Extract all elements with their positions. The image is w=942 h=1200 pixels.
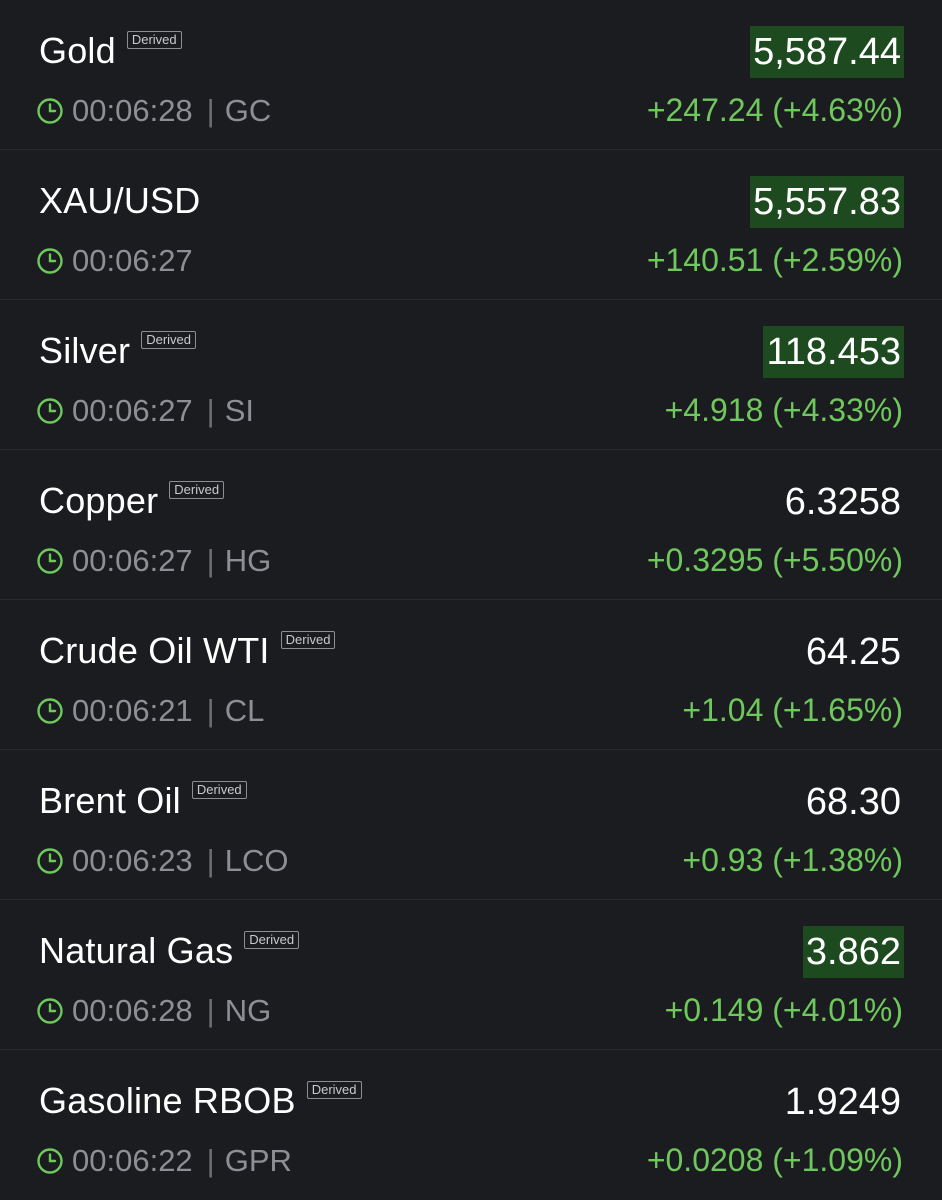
clock-icon	[37, 98, 63, 124]
last-price: 118.453	[763, 326, 904, 378]
ticker-symbol: SI	[224, 393, 255, 428]
price-change: +0.149 (+4.01%)	[664, 992, 903, 1028]
derived-badge: Derived	[141, 331, 197, 349]
last-price: 6.3258	[784, 481, 901, 523]
list-item[interactable]: Copper Derived 00:06:27 | HG 6.3258 +0.3…	[0, 450, 942, 600]
instrument-name: Copper	[39, 480, 159, 521]
separator: |	[206, 693, 215, 728]
last-update-time: 00:06:27	[72, 393, 193, 428]
ticker-symbol: CL	[224, 693, 265, 728]
clock-icon	[37, 998, 63, 1024]
price-change: +0.0208 (+1.09%)	[646, 1142, 903, 1178]
list-item[interactable]: XAU/USD 00:06:27 5,557.83 +140.51 (+2.59…	[0, 150, 942, 300]
derived-badge: Derived	[191, 781, 247, 799]
instrument-name: Silver	[39, 330, 131, 371]
clock-icon	[37, 698, 63, 724]
instrument-name: XAU/USD	[39, 180, 201, 221]
list-item[interactable]: Natural Gas Derived 00:06:28 | NG 3.862 …	[0, 900, 942, 1050]
list-item[interactable]: Gasoline RBOB Derived 00:06:22 | GPR 1.9…	[0, 1050, 942, 1200]
list-item[interactable]: Silver Derived 00:06:27 | SI 118.453 +4.…	[0, 300, 942, 450]
instrument-name: Natural Gas	[39, 930, 234, 971]
price-change: +1.04 (+1.65%)	[682, 692, 903, 728]
clock-icon	[37, 1148, 63, 1174]
last-price: 68.30	[805, 781, 901, 823]
last-update-time: 00:06:21	[72, 693, 193, 728]
derived-badge: Derived	[280, 631, 336, 649]
price-change: +0.93 (+1.38%)	[682, 842, 903, 878]
last-update-time: 00:06:27	[72, 243, 193, 278]
price-change: +247.24 (+4.63%)	[646, 92, 903, 128]
last-update-time: 00:06:28	[72, 93, 193, 128]
price-change: +0.3295 (+5.50%)	[646, 542, 903, 578]
last-price: 5,557.83	[750, 176, 904, 228]
separator: |	[206, 1143, 215, 1178]
derived-badge: Derived	[169, 481, 225, 499]
list-item[interactable]: Brent Oil Derived 00:06:23 | LCO 68.30 +…	[0, 750, 942, 900]
instrument-name: Gold	[39, 30, 116, 71]
ticker-symbol: LCO	[224, 843, 289, 878]
list-item[interactable]: Crude Oil WTI Derived 00:06:21 | CL 64.2…	[0, 600, 942, 750]
last-price: 64.25	[805, 631, 901, 673]
ticker-symbol: GPR	[224, 1143, 292, 1178]
derived-badge: Derived	[306, 1081, 362, 1099]
clock-icon	[37, 248, 63, 274]
price-change: +140.51 (+2.59%)	[646, 242, 903, 278]
ticker-symbol: GC	[224, 93, 272, 128]
clock-icon	[37, 398, 63, 424]
instrument-name: Gasoline RBOB	[39, 1080, 296, 1121]
last-price: 3.862	[802, 926, 904, 978]
clock-icon	[37, 548, 63, 574]
last-update-time: 00:06:23	[72, 843, 193, 878]
derived-badge: Derived	[244, 931, 300, 949]
derived-badge: Derived	[126, 31, 182, 49]
ticker-symbol: HG	[224, 543, 272, 578]
separator: |	[206, 993, 215, 1028]
separator: |	[206, 843, 215, 878]
separator: |	[206, 393, 215, 428]
separator: |	[206, 93, 215, 128]
last-update-time: 00:06:27	[72, 543, 193, 578]
last-update-time: 00:06:22	[72, 1143, 193, 1178]
last-price: 5,587.44	[750, 26, 904, 78]
separator: |	[206, 543, 215, 578]
instrument-name: Crude Oil WTI	[39, 630, 270, 671]
last-update-time: 00:06:28	[72, 993, 193, 1028]
list-item[interactable]: Gold Derived 00:06:28 | GC 5,587.44 +247…	[0, 0, 942, 150]
instrument-name: Brent Oil	[39, 780, 181, 821]
price-change: +4.918 (+4.33%)	[664, 392, 903, 428]
ticker-symbol: NG	[224, 993, 272, 1028]
clock-icon	[37, 848, 63, 874]
last-price: 1.9249	[784, 1081, 901, 1123]
